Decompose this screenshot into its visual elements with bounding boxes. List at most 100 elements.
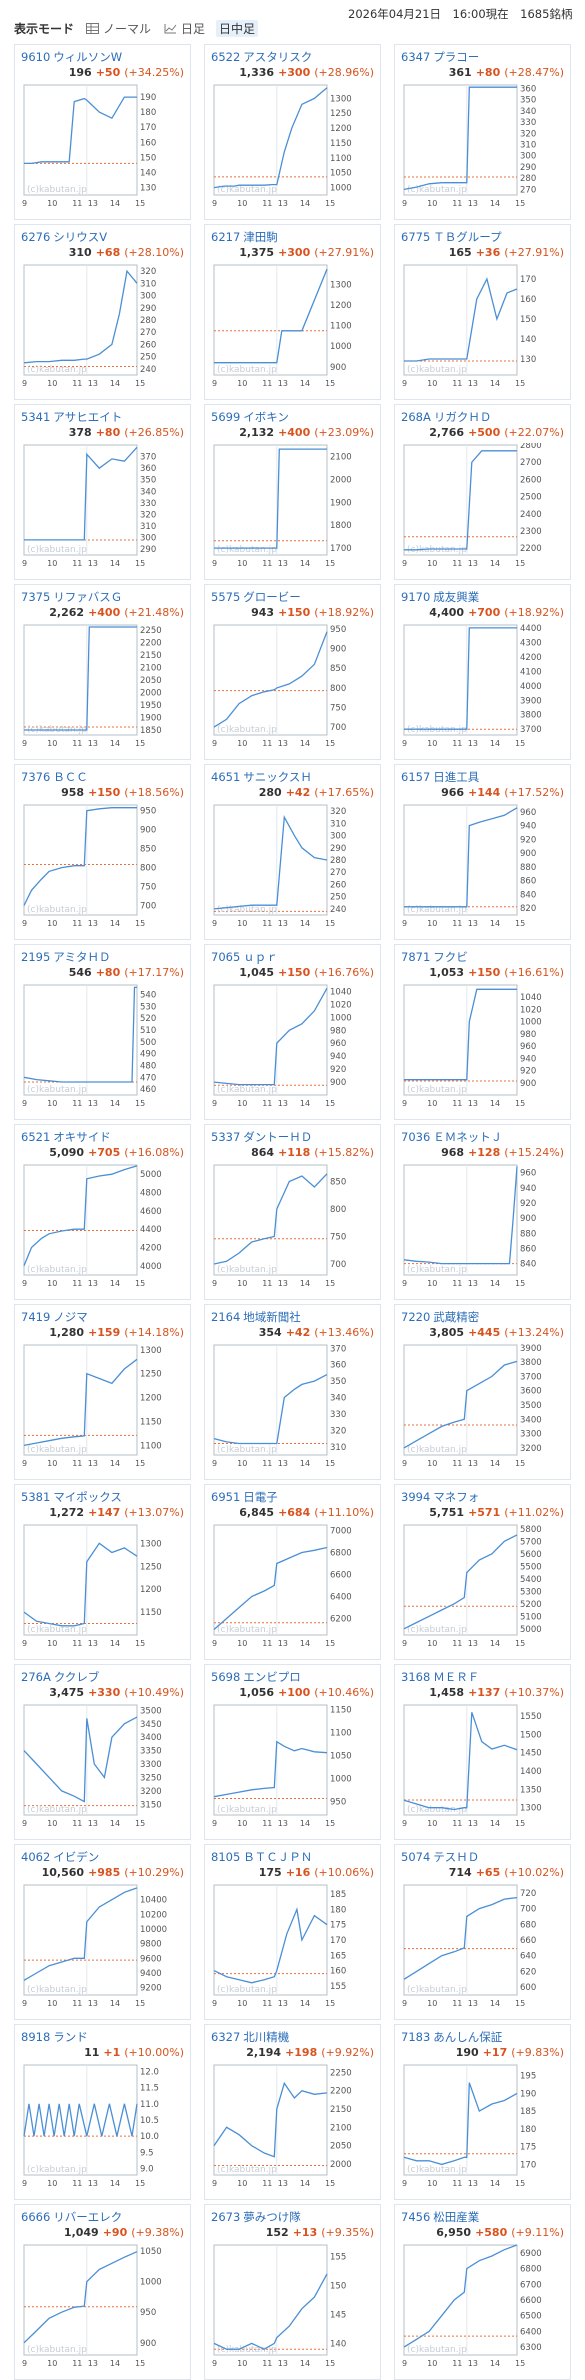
stock-name-link[interactable]: 7419 ノジマ (21, 1309, 88, 1325)
y-tick-label: 880 (520, 863, 536, 873)
stock-card[interactable]: 8105 ＢＴＣＪＰＮ 175 +16 (+10.06%) 185 180 175 170 165… (204, 1844, 381, 2020)
stock-name-link[interactable]: 276A ククレブ (21, 1669, 99, 1685)
stock-name-link[interactable]: 7375 リファバスＧ (21, 589, 122, 605)
stock-card[interactable]: 5337 ダントーＨＤ 864 +118 (+15.82%) 850 800 750 700 9 1… (204, 1124, 381, 1300)
stock-name-link[interactable]: 6775 ＴＢグループ (401, 229, 502, 245)
stock-name-link[interactable]: 7376 ＢＣＣ (21, 769, 88, 785)
y-tick-label: 320 (330, 807, 346, 817)
stock-card[interactable]: 7871 フクビ 1,053 +150 (+16.61%) 1040 1020 1000 980… (394, 944, 571, 1120)
stock-card[interactable]: 7065 ｕｐｒ 1,045 +150 (+16.76%) 1040 1020 1000 980… (204, 944, 381, 1120)
stock-card[interactable]: 7036 ＥＭネットＪ 968 +128 (+15.24%) 960 940 920 900 88… (394, 1124, 571, 1300)
stock-card[interactable]: 276A ククレブ 3,475 +330 (+10.49%) 3500 3450 3400 33… (14, 1664, 191, 1840)
stock-card[interactable]: 6157 日進工具 966 +144 (+17.52%) 960 940 920 900 880 8… (394, 764, 571, 940)
stock-card[interactable]: 6666 リバーエレク 1,049 +90 (+9.38%) 1050 1000 950 900… (14, 2204, 191, 2380)
stock-card[interactable]: 7456 松田産業 6,950 +580 (+9.11%) 6900 6800 6700 660… (394, 2204, 571, 2380)
stock-name-link[interactable]: 4062 イビデン (21, 1849, 99, 1865)
stock-card[interactable]: 8918 ランド 11 +1 (+10.00%) 12.0 11.5 11.0 10.5 10.0… (14, 2024, 191, 2200)
stock-name-link[interactable]: 5699 イボキン (211, 409, 289, 425)
stock-name-link[interactable]: 6666 リバーエレク (21, 2209, 122, 2225)
mode-intraday-button[interactable]: 日中足 (216, 20, 259, 37)
stock-card[interactable]: 4062 イビデン 10,560 +985 (+10.29%) 10400 10200 100… (14, 1844, 191, 2020)
price-row: 1,272 +147 (+13.07%) (49, 1506, 184, 1519)
stock-card[interactable]: 5381 マイポックス 1,272 +147 (+13.07%) 1300 1250 1200… (14, 1484, 191, 1660)
y-tick-label: 900 (520, 1214, 536, 1224)
stock-card[interactable]: 6951 日電子 6,845 +684 (+11.10%) 7000 6800 6600 640… (204, 1484, 381, 1660)
stock-card[interactable]: 3168 ＭＥＲＦ 1,458 +137 (+10.37%) 1550 1500 1450 14… (394, 1664, 571, 1840)
stock-name-link[interactable]: 3994 マネフォ (401, 1489, 479, 1505)
y-tick-label: 6600 (520, 2296, 542, 2306)
stock-name-link[interactable]: 2673 夢みつけ隊 (211, 2209, 301, 2225)
stock-name-link[interactable]: 268A リガクＨＤ (401, 409, 491, 425)
stock-name-link[interactable]: 7065 ｕｐｒ (211, 949, 278, 965)
y-tick-label: 9400 (140, 1969, 162, 1979)
stock-name-link[interactable]: 3168 ＭＥＲＦ (401, 1669, 479, 1685)
stock-card[interactable]: 7376 ＢＣＣ 958 +150 (+18.56%) 950 900 850 800 750 70… (14, 764, 191, 940)
stock-card[interactable]: 6217 津田駒 1,375 +300 (+27.91%) 1300 1200 1100 100… (204, 224, 381, 400)
x-tick-label: 13 (468, 739, 478, 748)
stock-card[interactable]: 7183 あんしん保証 190 +17 (+9.83%) 195 190 185 180 175 1… (394, 2024, 571, 2200)
stock-name-link[interactable]: 6522 アスタリスク (211, 49, 312, 65)
stock-card[interactable]: 3994 マネフォ 5,751 +571 (+11.02%) 5800 5700 5600 55… (394, 1484, 571, 1660)
stock-name-link[interactable]: 5074 テスＨＤ (401, 1849, 479, 1865)
x-tick-label: 9 (212, 2179, 217, 2188)
watermark: (c)kabutan.jp (407, 1445, 467, 1455)
stock-name-link[interactable]: 2164 地域新聞社 (211, 1309, 301, 1325)
stock-card[interactable]: 5575 グロービー 943 +150 (+18.92%) 950 900 850 800 750… (204, 584, 381, 760)
stock-name-link[interactable]: 5698 エンビプロ (211, 1669, 301, 1685)
stock-name-link[interactable]: 6951 日電子 (211, 1489, 278, 1505)
watermark: (c)kabutan.jp (217, 545, 277, 555)
stock-name-link[interactable]: 6327 北川精機 (211, 2029, 289, 2045)
stock-card[interactable]: 6347 プラコー 361 +80 (+28.47%) 360 350 340 330 320 31… (394, 44, 571, 220)
stock-card[interactable]: 9170 成友興業 4,400 +700 (+18.92%) 4400 4300 4200 41… (394, 584, 571, 760)
stock-card[interactable]: 2195 アミタＨＤ 546 +80 (+17.17%) 540 530 520 510 500 4… (14, 944, 191, 1120)
stock-name-link[interactable]: 6347 プラコー (401, 49, 479, 65)
stock-card[interactable]: 5698 エンビプロ 1,056 +100 (+10.46%) 1150 1100 1050 1… (204, 1664, 381, 1840)
stock-name-link[interactable]: 4651 サニックスＨ (211, 769, 312, 785)
y-tick-label: 1300 (330, 281, 352, 291)
stock-name-link[interactable]: 8105 ＢＴＣＪＰＮ (211, 1849, 312, 1865)
stock-card[interactable]: 5341 アサヒエイト 378 +80 (+26.85%) 370 360 350 340 330… (14, 404, 191, 580)
stock-card[interactable]: 4651 サニックスＨ 280 +42 (+17.65%) 320 310 300 290 280… (204, 764, 381, 940)
stock-name-link[interactable]: 9610 ウィルソンW (21, 49, 122, 65)
stock-card[interactable]: 2164 地域新聞社 354 +42 (+13.46%) 370 360 350 340 330 3… (204, 1304, 381, 1480)
stock-name-link[interactable]: 6276 シリウスV (21, 229, 107, 245)
price-change: +985 (88, 1866, 121, 1879)
stock-card[interactable]: 6775 ＴＢグループ 165 +36 (+27.91%) 170 160 150 140 130… (394, 224, 571, 400)
stock-card[interactable]: 7375 リファバスＧ 2,262 +400 (+21.48%) 2250 2200 2150… (14, 584, 191, 760)
stock-name-link[interactable]: 6217 津田駒 (211, 229, 278, 245)
stock-card[interactable]: 6522 アスタリスク 1,336 +300 (+28.96%) 1300 1250 1200… (204, 44, 381, 220)
stock-name-link[interactable]: 6157 日進工具 (401, 769, 479, 785)
intraday-chart: 1150 1100 1050 1000 950 9 10 11 13 14 15 (c)kabutan… (212, 1704, 352, 1828)
stock-name-link[interactable]: 5575 グロービー (211, 589, 301, 605)
stock-card[interactable]: 6521 オキサイド 5,090 +705 (+16.08%) 5000 4800 4600 4… (14, 1124, 191, 1300)
stock-card[interactable]: 5699 イボキン 2,132 +400 (+23.09%) 2100 2000 1900 18… (204, 404, 381, 580)
stock-card[interactable]: 6276 シリウスV 310 +68 (+28.10%) 320 310 300 290 280 2… (14, 224, 191, 400)
stock-name-link[interactable]: 8918 ランド (21, 2029, 88, 2045)
stock-card[interactable]: 6327 北川精機 2,194 +198 (+9.92%) 2250 2200 2150 210… (204, 2024, 381, 2200)
stock-card[interactable]: 7419 ノジマ 1,280 +159 (+14.18%) 1300 1250 1200 115… (14, 1304, 191, 1480)
stock-name-link[interactable]: 7183 あんしん保証 (401, 2029, 502, 2045)
mode-normal-button[interactable]: ノーマル (86, 20, 151, 37)
stock-card[interactable]: 5074 テスＨＤ 714 +65 (+10.02%) 720 700 680 660 640 62… (394, 1844, 571, 2020)
stock-name-link[interactable]: 7871 フクビ (401, 949, 468, 965)
price-row: 968 +128 (+15.24%) (441, 1146, 564, 1159)
stock-name-link[interactable]: 6521 オキサイド (21, 1129, 111, 1145)
stock-card[interactable]: 9610 ウィルソンW 196 +50 (+34.25%) 190 180 170 160 150… (14, 44, 191, 220)
stock-name-link[interactable]: 7220 武蔵精密 (401, 1309, 479, 1325)
watermark: (c)kabutan.jp (407, 185, 467, 195)
stock-name-link[interactable]: 7036 ＥＭネットＪ (401, 1129, 502, 1145)
y-tick-label: 10.0 (140, 2132, 159, 2142)
stock-name-link[interactable]: 2195 アミタＨＤ (21, 949, 111, 965)
stock-name-link[interactable]: 5341 アサヒエイト (21, 409, 122, 425)
y-tick-label: 1250 (140, 1562, 162, 1572)
stock-card[interactable]: 2673 夢みつけ隊 152 +13 (+9.35%) 155 150 145 140 9 10 11… (204, 2204, 381, 2380)
stock-name-link[interactable]: 5381 マイポックス (21, 1489, 122, 1505)
stock-card[interactable]: 268A リガクＨＤ 2,766 +500 (+22.07%) 2800 2700 2600 2… (394, 404, 571, 580)
y-tick-label: 1020 (520, 1005, 542, 1015)
stock-name-link[interactable]: 9170 成友興業 (401, 589, 479, 605)
stock-name-link[interactable]: 7456 松田産業 (401, 2209, 479, 2225)
mode-daily-button[interactable]: 日足 (164, 20, 205, 37)
stock-name-link[interactable]: 5337 ダントーＨＤ (211, 1129, 312, 1145)
stock-card[interactable]: 7220 武蔵精密 3,805 +445 (+13.24%) 3900 3800 3700 36… (394, 1304, 571, 1480)
stock-price: 1,056 (239, 1686, 275, 1699)
